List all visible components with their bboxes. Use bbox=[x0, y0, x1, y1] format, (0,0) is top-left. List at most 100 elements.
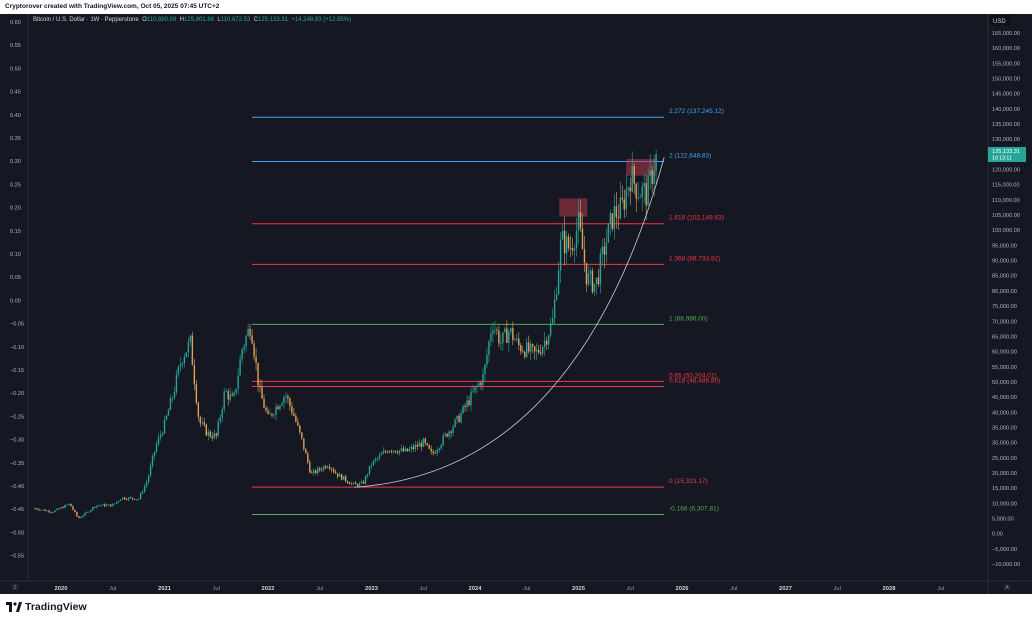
price-tick-label: 20,000.00 bbox=[992, 471, 1017, 477]
candle-body bbox=[394, 450, 397, 453]
candle-body bbox=[217, 421, 219, 436]
candle-body bbox=[38, 509, 40, 511]
price-tick-label: 85,000.00 bbox=[992, 274, 1017, 280]
candle-body bbox=[364, 476, 367, 484]
candle-body bbox=[106, 504, 108, 507]
candle-body bbox=[472, 391, 474, 393]
candle-body bbox=[271, 413, 273, 416]
candle-body bbox=[436, 450, 438, 454]
candle-body bbox=[86, 511, 88, 513]
chart-area[interactable]: 2.272 (137,245.12) 2 (122,648.83) 1.618 (1… bbox=[0, 14, 1032, 594]
candle-body bbox=[46, 510, 48, 512]
candle-body bbox=[303, 438, 305, 450]
candle-body bbox=[104, 504, 106, 507]
currency-badge[interactable] bbox=[990, 15, 1010, 26]
candle-body bbox=[267, 410, 269, 414]
candle-body bbox=[547, 335, 550, 345]
candle-body bbox=[402, 448, 405, 452]
candle-body bbox=[215, 433, 217, 436]
candle-body bbox=[350, 483, 353, 485]
candle-body bbox=[203, 422, 206, 425]
candle-body bbox=[637, 197, 639, 199]
price-tick-label: −10,000.00 bbox=[992, 562, 1020, 568]
price-tick-label: 155,000.00 bbox=[992, 61, 1020, 67]
candle-body bbox=[464, 405, 466, 407]
time-tick-label: 2021 bbox=[158, 586, 172, 592]
candle-body bbox=[575, 230, 578, 249]
price-tick-label: 100,000.00 bbox=[992, 228, 1020, 234]
candle-body bbox=[613, 206, 616, 229]
price-axis[interactable] bbox=[988, 14, 1032, 594]
time-tick-label: 2026 bbox=[676, 586, 690, 592]
candle-body bbox=[291, 405, 293, 414]
time-axis-ticks[interactable]: 2020 Jul 2021 Jul 2022 Jul 2023 Jul 2024 Jul 2025 J… bbox=[55, 586, 945, 592]
candle-body bbox=[237, 375, 239, 389]
price-tick-label: 120,000.00 bbox=[992, 168, 1020, 174]
auto-scale-button[interactable] bbox=[1003, 583, 1011, 591]
fib-tick-label: 0.35 bbox=[10, 136, 21, 142]
candle-body bbox=[225, 391, 227, 393]
candle-body bbox=[420, 443, 422, 447]
fib-level-label: 0.65 (50,204.01) bbox=[669, 372, 717, 379]
symbol-legend[interactable]: Bitcoin / U.S. Dollar · 1W · Pepperstone… bbox=[33, 17, 351, 23]
fib-extension[interactable]: 2.272 (137,245.12) 2 (122,648.83) 1.618 (1… bbox=[252, 108, 724, 516]
candle-body bbox=[209, 431, 211, 437]
tradingview-logo[interactable]: TradingView bbox=[6, 601, 87, 613]
candle-body bbox=[607, 223, 610, 243]
candle-body bbox=[165, 415, 168, 420]
candle-body bbox=[466, 400, 468, 407]
candle-body bbox=[488, 341, 490, 355]
candle-body bbox=[348, 482, 351, 485]
last-price-tag: 125,133.31 1d 13:11 bbox=[988, 146, 1026, 162]
candle-body bbox=[323, 466, 325, 470]
candle-body bbox=[219, 417, 221, 422]
candle-body bbox=[259, 385, 261, 387]
candle-body bbox=[157, 437, 160, 444]
candle-body bbox=[74, 509, 76, 513]
candle-body bbox=[80, 517, 82, 519]
candle-body bbox=[557, 270, 560, 295]
goto-date-button[interactable] bbox=[11, 583, 19, 591]
candle-body bbox=[583, 249, 586, 263]
candle-body bbox=[585, 262, 588, 285]
candle-body bbox=[603, 246, 606, 255]
candle-body bbox=[386, 451, 389, 453]
candle-body bbox=[543, 340, 546, 347]
candle-body bbox=[141, 491, 144, 494]
candle-body bbox=[201, 422, 204, 424]
candle-body bbox=[338, 474, 341, 477]
candle-body bbox=[549, 323, 552, 336]
candle-body bbox=[195, 384, 198, 403]
fib-level-label: -0.168 (6,307.81) bbox=[669, 506, 719, 513]
candle-body bbox=[167, 410, 170, 416]
candle-body bbox=[470, 391, 472, 406]
candle-body bbox=[54, 510, 56, 513]
candle-body bbox=[163, 419, 166, 434]
price-chart[interactable]: 2.272 (137,245.12) 2 (122,648.83) 1.618 (1… bbox=[0, 14, 1032, 594]
candle-body bbox=[639, 197, 641, 199]
price-tick-label: 140,000.00 bbox=[992, 107, 1020, 113]
candle-body bbox=[199, 416, 202, 424]
candle-body bbox=[569, 248, 572, 249]
price-tick-label: −5,000.00 bbox=[992, 547, 1017, 553]
price-tick-label: 90,000.00 bbox=[992, 259, 1017, 265]
candle-body bbox=[615, 206, 618, 218]
candle-body bbox=[406, 448, 409, 452]
time-tick-label: 2025 bbox=[572, 586, 586, 592]
candle-body bbox=[388, 450, 391, 453]
candle-body bbox=[263, 398, 265, 408]
candle-body bbox=[56, 508, 58, 511]
candle-body bbox=[96, 505, 98, 508]
candle-body bbox=[653, 171, 655, 184]
candle-body bbox=[251, 335, 253, 344]
candle-body bbox=[129, 497, 132, 499]
fib-axis-ticks: 0.60 0.55 0.50 0.45 0.40 0.35 0.30 0.25 0.20 0.15… bbox=[10, 20, 24, 560]
candle-body bbox=[342, 476, 345, 480]
candle-body bbox=[597, 277, 600, 285]
fib-tick-label: 0.00 bbox=[10, 298, 21, 304]
fib-tick-label: −0.55 bbox=[10, 554, 24, 560]
candle-body bbox=[253, 343, 255, 357]
time-tick-label: Jul bbox=[730, 586, 737, 592]
candle-body bbox=[571, 248, 574, 251]
time-tick-label: Jul bbox=[834, 586, 841, 592]
